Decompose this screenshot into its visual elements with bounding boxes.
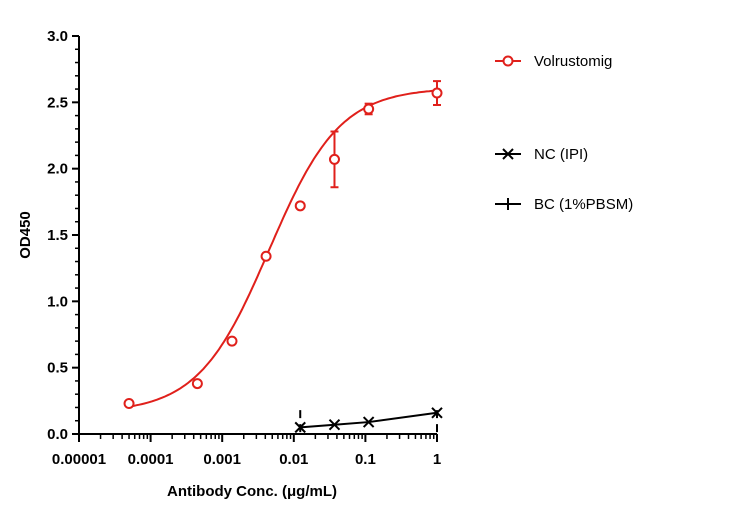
data-point: [363, 103, 375, 115]
data-point: [123, 397, 135, 409]
y-axis-title: OD450: [17, 211, 34, 259]
x-tick-label: 0.0001: [128, 451, 174, 468]
legend-label: NC (IPI): [534, 146, 588, 163]
axes: [78, 36, 437, 435]
x-tick-label: 1: [433, 451, 441, 468]
data-point: [328, 153, 340, 165]
data-point: [191, 378, 203, 390]
series-2: [299, 410, 438, 434]
y-tick-label: 2.0: [47, 161, 68, 178]
data-point: [431, 87, 443, 99]
x-tick-label: 0.1: [355, 451, 376, 468]
y-tick-label: 1.5: [47, 227, 68, 244]
data-point: [502, 55, 514, 67]
legend-item: NC (IPI): [495, 146, 588, 163]
x-tick-label: 0.00001: [52, 451, 106, 468]
data-point: [260, 250, 272, 262]
y-tick-label: 3.0: [47, 28, 68, 45]
ticks: 0.0 0.5 1.0 1.5 2.0 2.5 3.0 0.00001 0.0001 0.001 0…: [47, 28, 441, 468]
legend-item: BC (1%PBSM): [495, 196, 633, 213]
series-1: [294, 407, 443, 434]
legend-label: Volrustomig: [534, 53, 612, 70]
series-0: [123, 80, 443, 409]
y-tick-label: 0.5: [47, 360, 68, 377]
y-tick-label: 1.0: [47, 293, 68, 310]
data-point: [502, 198, 514, 210]
y-tick-label: 2.5: [47, 94, 68, 111]
legend-label: BC (1%PBSM): [534, 196, 633, 213]
data-point: [502, 148, 514, 160]
x-tick-label: 0.01: [279, 451, 308, 468]
legend-item: Volrustomig: [495, 53, 612, 70]
data-point: [362, 416, 375, 428]
data-point: [328, 419, 341, 431]
data-point: [294, 200, 306, 212]
x-tick-label: 0.001: [203, 451, 241, 468]
fit-curve: [128, 89, 438, 408]
x-axis-title: Antibody Conc. (μg/mL): [167, 483, 337, 500]
series-line: [300, 411, 438, 429]
data-point: [226, 335, 238, 347]
legend: Volrustomig NC (IPI) BC (1%PBSM): [495, 53, 633, 213]
plot-area: [123, 80, 443, 434]
y-tick-label: 0.0: [47, 426, 68, 443]
